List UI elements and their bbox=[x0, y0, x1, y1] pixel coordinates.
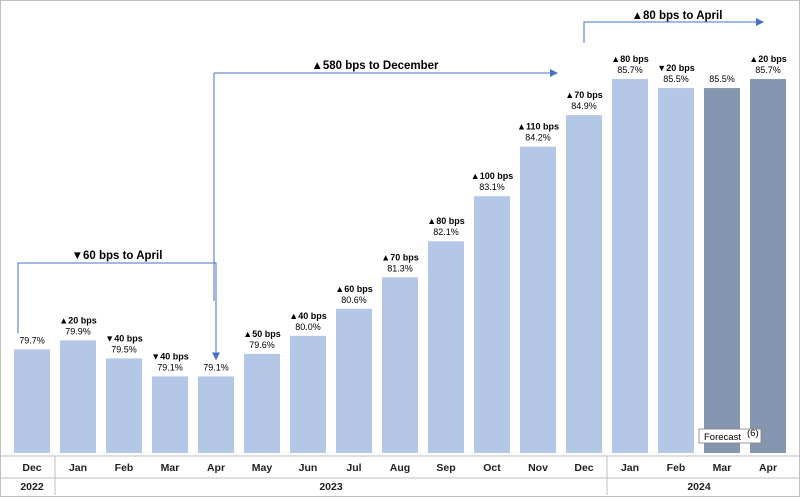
forecast-label: Forecast bbox=[704, 432, 741, 443]
value-label-9: 82.1% bbox=[433, 227, 459, 237]
year-label-2023: 2023 bbox=[319, 481, 343, 493]
bar-1 bbox=[60, 340, 96, 453]
x-tick-label-7: Jul bbox=[346, 462, 361, 474]
value-label-10: 83.1% bbox=[479, 182, 505, 192]
bar-12 bbox=[566, 115, 602, 453]
bar-10 bbox=[474, 196, 510, 453]
change-label-6: ▲40 bps bbox=[289, 311, 326, 321]
value-label-14: 85.5% bbox=[663, 74, 689, 84]
change-label-7: ▲60 bps bbox=[335, 284, 372, 294]
x-tick-label-1: Jan bbox=[69, 462, 87, 474]
change-label-1: ▲20 bps bbox=[59, 315, 96, 325]
bar-0 bbox=[14, 349, 50, 453]
value-label-7: 80.6% bbox=[341, 295, 367, 305]
value-label-0: 79.7% bbox=[19, 335, 45, 345]
bar-6 bbox=[290, 335, 326, 453]
bar-11 bbox=[520, 146, 556, 453]
annotation-label-1: ▲580 bps to December bbox=[311, 60, 439, 72]
value-label-16: 85.7% bbox=[755, 65, 781, 75]
value-label-6: 80.0% bbox=[295, 322, 321, 332]
change-label-3: ▼40 bps bbox=[151, 351, 188, 361]
value-label-2: 79.5% bbox=[111, 344, 137, 354]
x-tick-label-6: Jun bbox=[299, 462, 318, 474]
forecast-box bbox=[698, 428, 762, 444]
change-label-11: ▲110 bps bbox=[517, 122, 559, 132]
value-label-12: 84.9% bbox=[571, 101, 597, 111]
change-label-16: ▲20 bps bbox=[749, 54, 786, 64]
bar-14 bbox=[658, 88, 694, 454]
change-label-12: ▲70 bps bbox=[565, 90, 602, 100]
change-label-8: ▲70 bps bbox=[381, 252, 418, 262]
x-tick-label-8: Aug bbox=[390, 462, 410, 474]
value-label-11: 84.2% bbox=[525, 133, 551, 143]
x-tick-label-11: Nov bbox=[528, 462, 548, 474]
x-tick-label-2: Feb bbox=[115, 462, 134, 474]
bar-13 bbox=[612, 79, 648, 454]
bar-16 bbox=[750, 79, 786, 454]
change-label-10: ▲100 bps bbox=[471, 171, 513, 181]
annotation-label-2: ▲80 bps to April bbox=[632, 10, 723, 22]
annotation-label-0: ▼60 bps to April bbox=[72, 250, 163, 262]
value-label-8: 81.3% bbox=[387, 263, 413, 273]
x-tick-label-0: Dec bbox=[22, 462, 41, 474]
x-tick-label-5: May bbox=[252, 462, 273, 474]
x-tick-label-4: Apr bbox=[207, 462, 225, 474]
bar-8 bbox=[382, 277, 418, 453]
value-label-15: 85.5% bbox=[709, 74, 735, 84]
bar-4 bbox=[198, 376, 234, 453]
bar-7 bbox=[336, 308, 372, 453]
value-label-5: 79.6% bbox=[249, 340, 275, 350]
value-label-3: 79.1% bbox=[157, 362, 183, 372]
bar-3 bbox=[152, 376, 188, 453]
change-label-5: ▲50 bps bbox=[243, 329, 280, 339]
annotation-arrow-2 bbox=[583, 18, 764, 43]
annotation-arrow-0 bbox=[17, 262, 220, 361]
value-label-1: 79.9% bbox=[65, 326, 91, 336]
change-label-13: ▲80 bps bbox=[611, 54, 648, 64]
x-tick-label-15: Mar bbox=[713, 462, 732, 474]
x-tick-label-12: Dec bbox=[574, 462, 593, 474]
x-tick-label-16: Apr bbox=[759, 462, 777, 474]
value-label-4: 79.1% bbox=[203, 362, 229, 372]
change-label-2: ▼40 bps bbox=[105, 333, 142, 343]
change-label-9: ▲80 bps bbox=[427, 216, 464, 226]
bar-2 bbox=[106, 358, 142, 453]
change-label-14: ▼20 bps bbox=[657, 63, 694, 73]
x-tick-label-10: Oct bbox=[483, 462, 501, 474]
year-label-2024: 2024 bbox=[687, 481, 711, 493]
bar-5 bbox=[244, 353, 280, 453]
x-tick-label-13: Jan bbox=[621, 462, 639, 474]
year-label-2022: 2022 bbox=[20, 481, 44, 493]
bar-15 bbox=[704, 88, 740, 454]
x-tick-label-9: Sep bbox=[436, 462, 455, 474]
x-tick-label-14: Feb bbox=[667, 462, 686, 474]
forecast-footnote: (6) bbox=[747, 428, 759, 439]
bar-9 bbox=[428, 241, 464, 453]
x-tick-label-3: Mar bbox=[161, 462, 180, 474]
value-label-13: 85.7% bbox=[617, 65, 643, 75]
